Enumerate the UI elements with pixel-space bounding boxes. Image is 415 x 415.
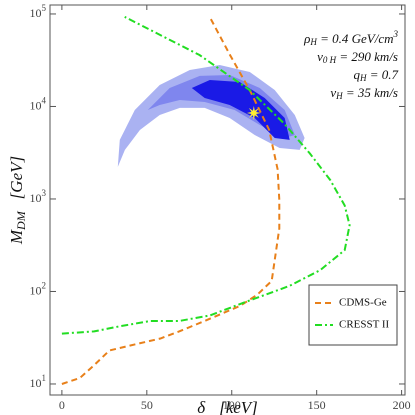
annotation: qH = 0.7: [353, 67, 398, 83]
annotation-text: = 0.7: [366, 67, 398, 82]
annotation-sub: 0 H: [323, 55, 337, 65]
plot-area: [61, 16, 351, 385]
annotation-symbol: ρ: [303, 31, 310, 46]
annotation-symbol: v: [330, 85, 336, 100]
annotation-sub: H: [335, 91, 343, 101]
y-tick-base: 10: [30, 283, 42, 297]
y-tick-exponent: 5: [42, 3, 47, 13]
annotation: v0 H = 290 km/s: [317, 49, 398, 65]
annotation-sub: H: [359, 73, 367, 83]
y-tick-label: 104: [30, 96, 47, 113]
y-label-symbol: M: [7, 229, 26, 245]
legend-label: CDMS-Ge: [339, 297, 387, 309]
annotation-text: = 0.4 GeV/cm: [317, 31, 394, 46]
x-tick-label: 150: [308, 398, 326, 412]
series-line: [61, 16, 281, 385]
y-tick-label: 102: [30, 281, 47, 298]
y-tick-exponent: 1: [42, 373, 47, 383]
x-tick-label: 200: [393, 398, 411, 412]
y-tick-exponent: 4: [42, 96, 47, 106]
y-tick-exponent: 3: [42, 188, 47, 198]
y-tick-exponent: 2: [42, 281, 47, 291]
legend-label: CRESST II: [339, 319, 390, 331]
y-tick-label: 103: [30, 188, 47, 205]
x-label-unit: [keV]: [219, 398, 258, 415]
legend-box: [308, 284, 398, 346]
series-line: [61, 16, 351, 335]
y-tick-base: 10: [30, 191, 42, 205]
y-label-sub: DM: [14, 210, 28, 231]
annotation-symbol: q: [353, 67, 360, 82]
annotation: ρH = 0.4 GeV/cm3: [303, 29, 398, 47]
annotation-text: = 290 km/s: [336, 49, 398, 64]
annotation-sub: H: [309, 37, 317, 47]
x-label-symbol: δ: [197, 398, 206, 415]
y-tick-base: 10: [30, 6, 42, 20]
y-label-unit: [GeV]: [7, 156, 26, 199]
x-tick-label: 50: [141, 398, 153, 412]
y-tick-base: 10: [30, 376, 42, 390]
annotation-text: = 35 km/s: [343, 85, 398, 100]
y-tick-label: 101: [30, 373, 47, 390]
x-tick-label: 0: [59, 398, 65, 412]
y-tick-label: 105: [30, 3, 47, 20]
annotation: vH = 35 km/s: [330, 85, 398, 101]
star-marker: [246, 106, 261, 120]
x-tick-label: 100: [223, 398, 241, 412]
annotation-sup: 3: [393, 29, 399, 39]
y-tick-base: 10: [30, 98, 42, 112]
confidence-region: [147, 75, 295, 138]
y-axis-label: MDM [GeV]: [7, 156, 28, 245]
annotation-symbol: v: [317, 49, 323, 64]
confidence-region: [191, 80, 290, 140]
x-axis-label: δ [keV]: [197, 398, 258, 415]
